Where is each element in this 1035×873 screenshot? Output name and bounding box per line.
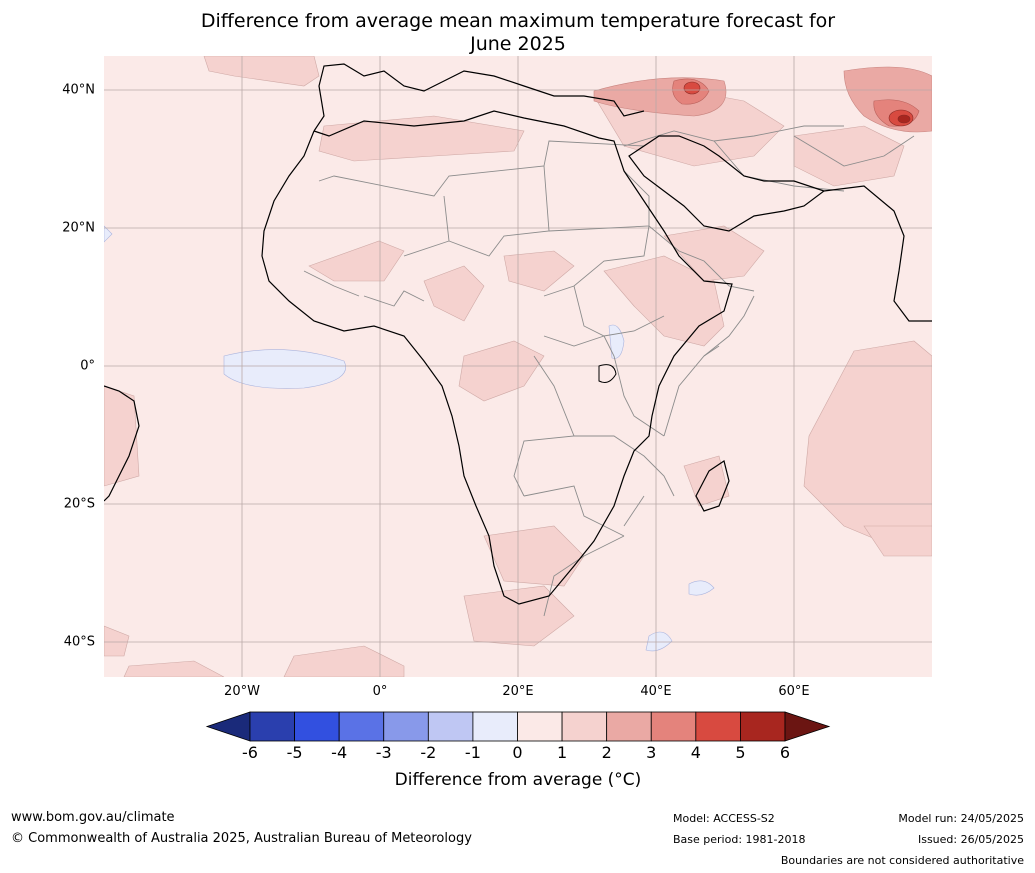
colorbar-tick-label: 4 [690, 743, 701, 762]
lat-label-40n: 40°N [62, 82, 95, 98]
footer-disclaimer: Boundaries are not considered authoritat… [780, 854, 1024, 867]
colorbar-tick-label: -1 [464, 743, 481, 762]
footer-base-period: Base period: 1981-2018 [673, 833, 806, 846]
colorbar-tick-label: 5 [735, 743, 746, 762]
lat-label-20s: 20°S [63, 496, 95, 512]
colorbar-bin [427, 711, 474, 742]
footer-model: Model: ACCESS-S2 [673, 812, 775, 825]
colorbar-bin [517, 711, 563, 742]
anomaly-hotspots [683, 81, 914, 127]
colorbar-tick-label: 6 [779, 743, 791, 762]
colorbar-bin [650, 711, 697, 742]
colorbar-extend-high [784, 711, 831, 742]
colorbar-tick-label: -3 [375, 743, 392, 762]
footer-url[interactable]: www.bom.gov.au/climate [11, 810, 175, 825]
country-borders [303, 125, 915, 617]
lake-victoria [598, 364, 617, 383]
colorbar-tick-label: 3 [646, 743, 657, 762]
title-line-1: Difference from average mean maximum tem… [200, 10, 836, 32]
colorbar-tick-label: 2 [601, 743, 612, 762]
colorbar-bin [695, 711, 741, 742]
coastlines [104, 63, 932, 605]
colorbar-bin [383, 711, 429, 742]
anomaly-1-2-regions [104, 56, 932, 677]
lat-label-40s: 40°S [63, 634, 95, 650]
colorbar-extend-low [205, 711, 251, 742]
colorbar-bin [561, 711, 608, 742]
forecast-map [104, 56, 932, 677]
colorbar-bin [294, 711, 340, 742]
footer-model-run: Model run: 24/05/2025 [898, 812, 1024, 825]
colorbar-bin [249, 711, 295, 742]
anomaly-neg-regions [104, 225, 715, 652]
colorbar [205, 711, 831, 742]
lon-label-20e: 20°E [502, 684, 534, 699]
colorbar-tick-label: 1 [556, 743, 568, 762]
colorbar-tick-label: -5 [286, 743, 303, 762]
colorbar-tick-label: -2 [420, 743, 437, 762]
colorbar-title: Difference from average (°C) [394, 770, 642, 790]
lon-label-40e: 40°E [640, 684, 672, 699]
footer-issued: Issued: 26/05/2025 [917, 833, 1024, 846]
colorbar-bin [472, 711, 518, 742]
lat-label-0: 0° [80, 358, 95, 374]
graticule [104, 56, 932, 677]
colorbar-bin [740, 711, 786, 742]
colorbar-bin [338, 711, 385, 742]
lat-label-20n: 20°N [62, 220, 95, 236]
colorbar-tick-label: -4 [331, 743, 348, 762]
colorbar-bin [606, 711, 652, 742]
map-title: Difference from average mean maximum tem… [104, 10, 932, 56]
colorbar-tick-label: 0 [512, 743, 523, 762]
lon-label-20w: 20°W [224, 684, 260, 699]
colorbar-tick-label: -6 [242, 743, 258, 762]
footer-copyright: © Commonwealth of Australia 2025, Austra… [11, 831, 472, 846]
title-line-2: June 2025 [470, 33, 566, 55]
lon-label-0: 0° [372, 684, 388, 699]
lon-label-60e: 60°E [778, 684, 810, 699]
